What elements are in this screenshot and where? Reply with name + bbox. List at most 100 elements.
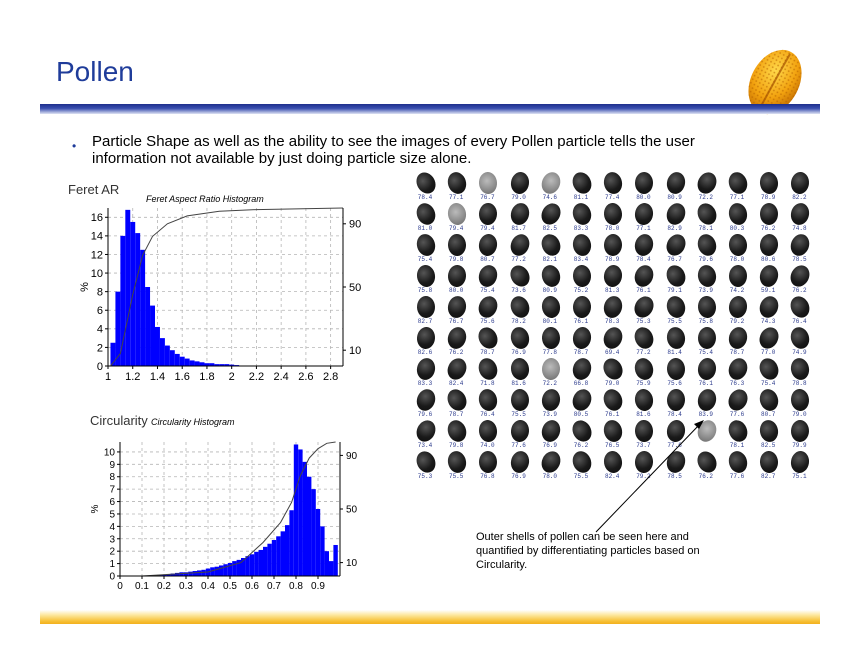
particle-blob <box>599 354 627 384</box>
particle-circularity-value: 75.8 <box>417 287 433 294</box>
particle-circularity-value: 71.8 <box>480 380 495 387</box>
histogram-bar <box>179 356 185 366</box>
particle-image: 83.3 <box>410 356 440 388</box>
particle-circularity-value: 75.4 <box>480 287 495 294</box>
y-tick-label: 4 <box>97 324 103 336</box>
particle-image: 75.6 <box>660 356 690 388</box>
histogram-bar <box>161 574 167 576</box>
histogram-bar <box>333 544 338 576</box>
particle-image: 75.4 <box>410 231 440 264</box>
particle-image: 78.4 <box>628 232 658 264</box>
particle-circularity-value: 77.1 <box>448 194 464 201</box>
particle-blob <box>788 231 813 259</box>
particle-blob <box>445 169 470 197</box>
particle-blob <box>635 171 654 195</box>
particle-circularity-value: 80.7 <box>480 256 495 263</box>
particle-circularity-value: 78.0 <box>542 473 557 480</box>
particle-blob <box>413 200 439 228</box>
particle-circularity-value: 76.2 <box>760 225 776 232</box>
y-tick-label: 5 <box>109 509 115 520</box>
particle-blob <box>726 325 750 351</box>
particle-image: 78.1 <box>691 200 721 233</box>
y-tick-label: 1 <box>109 559 115 570</box>
particle-circularity-value: 76.7 <box>448 318 464 325</box>
particle-blob <box>416 326 436 350</box>
x-tick-label: 2.2 <box>249 371 264 383</box>
particle-image: 76.9 <box>535 417 565 450</box>
particle-image: 75.4 <box>753 355 783 388</box>
particle-circularity-value: 81.0 <box>417 225 433 232</box>
particle-blob <box>541 326 561 350</box>
particle-blob <box>727 294 749 320</box>
footer-band <box>40 610 820 624</box>
particle-circularity-value: 82.9 <box>667 225 682 232</box>
particle-blob <box>696 295 717 319</box>
particle-blob <box>694 231 719 259</box>
particle-circularity-value: 76.9 <box>511 473 526 480</box>
particle-circularity-value: 80.1 <box>542 318 557 325</box>
particle-image: 76.7 <box>660 231 690 264</box>
particle-image: 76.2 <box>566 417 596 450</box>
histogram-bar <box>170 573 175 576</box>
particle-image: 79.4 <box>441 201 471 233</box>
particle-image: 75.8 <box>410 263 440 295</box>
particle-image-gallery: 78.4 77.1 76.7 79.0 74.6 81.1 77.4 80.0 80.9 72.2… <box>410 168 820 482</box>
particle-blob <box>662 231 689 259</box>
particle-blob <box>725 169 751 197</box>
particle-circularity-value: 75.1 <box>792 473 807 480</box>
histogram-bar <box>214 566 219 576</box>
particle-image: 80.0 <box>441 263 471 295</box>
particle-blob <box>788 324 813 352</box>
particle-image: 76.8 <box>472 449 502 481</box>
histogram-bar <box>267 543 272 576</box>
particle-circularity-value: 76.3 <box>729 380 745 387</box>
particle-blob <box>413 386 439 414</box>
particle-circularity-value: 75.8 <box>698 318 713 325</box>
particle-circularity-value: 83.4 <box>573 256 589 263</box>
particle-blob <box>601 293 625 321</box>
particle-circularity-value: 75.6 <box>480 318 495 325</box>
particle-circularity-value: 74.3 <box>760 318 776 325</box>
histogram-bar <box>159 338 165 366</box>
particle-blob <box>446 201 468 227</box>
particle-image: 74.9 <box>784 324 814 357</box>
y-tick-label: 7 <box>109 485 115 496</box>
particle-image: 75.5 <box>660 293 690 326</box>
histogram-bar <box>145 287 151 366</box>
y-tick-label: 4 <box>109 522 115 533</box>
particle-blob <box>697 326 717 350</box>
particle-blob <box>665 357 686 381</box>
particle-blob <box>444 386 471 414</box>
particle-image: 75.4 <box>691 325 721 357</box>
particle-image: 78.7 <box>472 324 502 357</box>
x-tick-label: 0.7 <box>267 581 281 592</box>
particle-blob <box>725 417 751 445</box>
histogram-bar <box>329 561 334 576</box>
histogram-bar <box>223 564 228 576</box>
particle-circularity-value: 77.6 <box>729 473 745 480</box>
x-tick-label: 0.6 <box>245 581 259 592</box>
particle-circularity-value: 75.5 <box>448 473 464 480</box>
particle-blob <box>571 325 593 351</box>
particle-image: 75.3 <box>410 448 440 481</box>
particle-circularity-value: 77.2 <box>511 256 526 263</box>
particle-circularity-value: 73.6 <box>511 287 526 294</box>
particle-image: 76.2 <box>691 447 721 481</box>
particle-blob <box>447 233 467 257</box>
particle-circularity-value: 78.1 <box>729 442 745 449</box>
y-tick-label: 0 <box>97 361 103 373</box>
particle-image: 81.7 <box>504 200 534 233</box>
particle-circularity-value: 76.2 <box>698 473 713 480</box>
particle-circularity-value: 73.7 <box>636 442 651 449</box>
y-tick-label: 12 <box>91 249 103 261</box>
particle-blob <box>507 324 532 352</box>
particle-circularity-value: 78.7 <box>729 349 745 356</box>
histogram-bar <box>169 350 175 366</box>
particle-image: 69.4 <box>597 324 627 357</box>
particle-image: 73.9 <box>535 387 565 419</box>
particle-image: 77.4 <box>597 170 627 202</box>
particle-blob <box>758 418 781 444</box>
particle-blob <box>572 264 592 288</box>
particle-image: 82.4 <box>441 355 471 388</box>
histogram-bar <box>175 572 180 576</box>
